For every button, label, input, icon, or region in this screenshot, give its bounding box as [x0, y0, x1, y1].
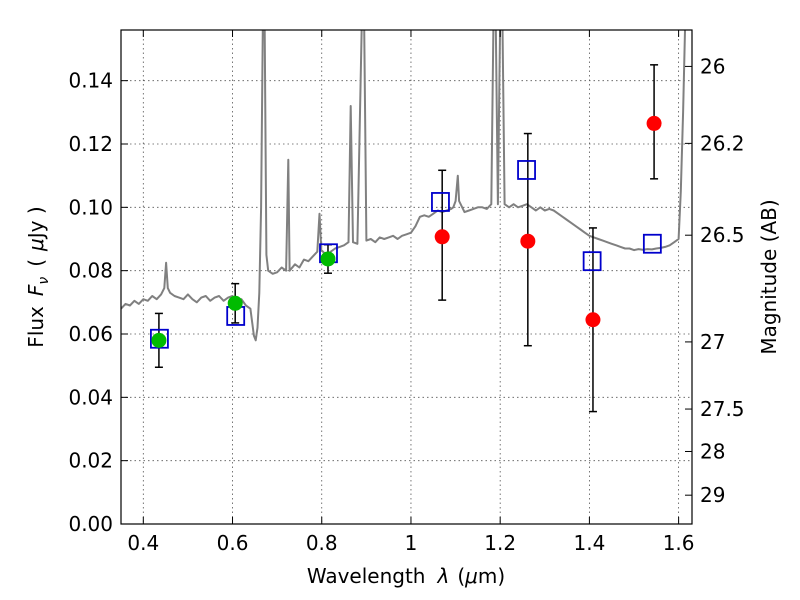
- y2-tick-label: 27.5: [700, 397, 745, 421]
- plot-frame: [120, 29, 693, 525]
- model-square: [582, 251, 602, 272]
- green-point: [320, 251, 336, 267]
- y2-tick-label: 29: [700, 483, 725, 507]
- points-layer: [150, 64, 662, 413]
- y2-tick-label: 26: [700, 54, 725, 78]
- x-tick-label: 1.2: [484, 531, 516, 555]
- red-point: [520, 233, 536, 249]
- x-tick-label: 1.6: [663, 531, 695, 555]
- y-tick-label: 0.14: [68, 69, 113, 93]
- y-tick-label: 0.08: [68, 259, 113, 283]
- x-tick-label: 1.4: [573, 531, 605, 555]
- x-axis: 0.4 0.6 0.8 1 1.2 1.4 1.6: [127, 30, 695, 555]
- x-tick-label: 0.6: [217, 531, 249, 555]
- model-square: [431, 192, 450, 212]
- y-tick-label: 0.10: [68, 195, 113, 219]
- y2-tick-label: 28: [700, 439, 725, 463]
- x-tick-label: 0.4: [127, 531, 159, 555]
- y-axis: 0.00 0.02 0.04 0.06 0.08 0.10 0.12 0.14: [68, 69, 128, 536]
- model-square: [517, 160, 536, 180]
- y-tick-label: 0.00: [68, 512, 113, 536]
- y2-tick-label: 26.2: [700, 131, 745, 155]
- y-tick-label: 0.02: [68, 449, 113, 473]
- x-tick-label: 0.8: [306, 531, 338, 555]
- x-axis-label: Wavelength λ (μm): [307, 564, 505, 588]
- y-tick-label: 0.06: [68, 322, 113, 346]
- red-point: [646, 115, 662, 131]
- green-point: [151, 332, 167, 348]
- y-tick-label: 0.04: [68, 385, 113, 409]
- x-tick-label: 1: [405, 531, 418, 555]
- red-point: [434, 229, 450, 245]
- y-tick-label: 0.12: [68, 132, 113, 156]
- green-point: [227, 295, 243, 311]
- y-axis-label: FluxFν(μJy ): [24, 206, 52, 347]
- y2-tick-label: 27: [700, 330, 725, 354]
- y2-axis: 26 26.2 26.5 27 27.5 28 29: [685, 54, 745, 507]
- red-point: [585, 312, 601, 328]
- y2-tick-label: 26.5: [700, 223, 745, 247]
- model-square: [642, 233, 662, 254]
- y2-axis-label: Magnitude (AB): [757, 199, 781, 354]
